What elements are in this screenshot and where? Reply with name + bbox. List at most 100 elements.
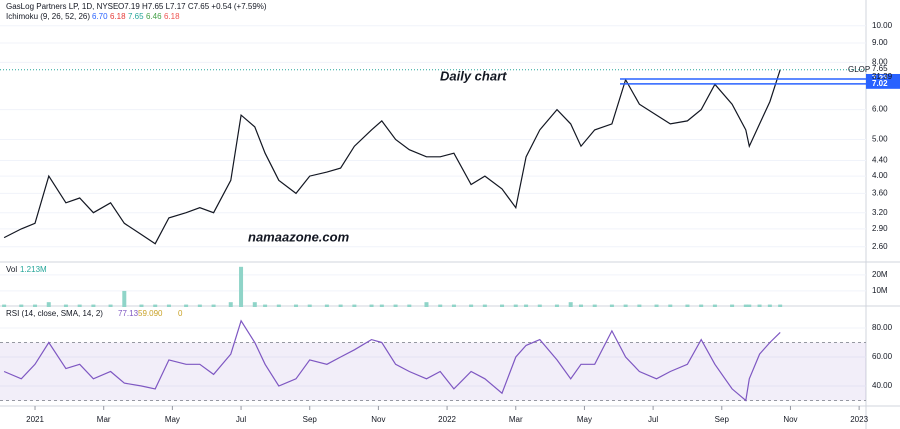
indicator-value: 6.18 (164, 12, 180, 21)
y-tick-label: 60.00 (872, 352, 893, 361)
volume-bar (228, 302, 233, 307)
volume-bar (438, 304, 443, 307)
indicator-value: 7.65 (128, 12, 144, 21)
last-price-label: 7.65 (872, 64, 888, 73)
volume-bar (252, 302, 257, 307)
y-tick-label: 2.90 (872, 224, 888, 233)
volume-bar (654, 304, 659, 307)
volume-title: Vol (6, 265, 17, 274)
volume-bar (379, 304, 384, 307)
volume-bar (637, 304, 642, 307)
y-tick-label: 4.40 (872, 156, 888, 165)
x-tick-label: Sep (715, 415, 730, 424)
volume-bar (685, 304, 690, 307)
volume-bar (63, 304, 68, 307)
volume-bar (554, 304, 559, 307)
volume-bar (767, 304, 772, 307)
volume-bar (482, 304, 487, 307)
chart-title: GasLog Partners LP, 1D, NYSE (6, 2, 118, 11)
volume-bar (743, 304, 748, 307)
volume-bar (122, 290, 127, 307)
x-tick-label: May (165, 415, 180, 424)
indicator-value: 0 (178, 309, 183, 318)
x-tick-label: 2021 (26, 415, 44, 424)
volume-bar (407, 304, 412, 307)
price-line (3, 69, 781, 245)
price-tag-label: 7.23 (872, 74, 888, 83)
x-tick-label: Nov (783, 415, 797, 424)
volume-bar (668, 304, 673, 307)
indicator-value: 6.70 (92, 12, 108, 21)
indicator-value: 6.18 (110, 12, 126, 21)
volume-bar (699, 304, 704, 307)
volume-bar (307, 304, 312, 307)
volume-bar (276, 304, 281, 307)
indicator-value: 6.46 (146, 12, 162, 21)
y-tick-label: 10M (872, 286, 888, 295)
rsi-title: RSI (14, close, SMA, 14, 2) (6, 309, 103, 318)
volume-bar (592, 304, 597, 307)
indicator-value: 59.09 (138, 309, 159, 318)
countdown: 31:39 (872, 72, 893, 81)
volume-bar (747, 304, 752, 307)
volume-bar (524, 304, 529, 307)
volume-bar (730, 304, 735, 307)
y-tick-label: 3.60 (872, 189, 888, 198)
y-tick-label: 10.00 (872, 21, 893, 30)
volume-bar (712, 304, 717, 307)
y-tick-label: 3.20 (872, 208, 888, 217)
annotation: Daily chart (440, 68, 507, 83)
volume-bar (469, 304, 474, 307)
x-tick-label: Mar (97, 415, 111, 424)
volume-bar (578, 304, 583, 307)
volume-bar (352, 304, 357, 307)
volume-bar (77, 304, 82, 307)
volume-bar (263, 304, 268, 307)
ohlc-values: O7.19 H7.65 L7.17 C7.65 +0.54 (+7.59%) (118, 2, 267, 11)
price-tag-label: 7.02 (872, 79, 888, 88)
volume-bar (108, 304, 113, 307)
volume-bar (139, 304, 144, 307)
y-tick-label: 5.00 (872, 135, 888, 144)
volume-bar (197, 304, 202, 307)
volume-bar (184, 304, 189, 307)
volume-bar (424, 302, 429, 307)
volume-bar (338, 304, 343, 307)
rsi-band (0, 342, 866, 401)
y-tick-label: 40.00 (872, 381, 893, 390)
x-tick-label: Nov (371, 415, 385, 424)
x-tick-label: 2022 (438, 415, 456, 424)
indicator-label: Ichimoku (9, 26, 52, 26) (6, 12, 90, 21)
y-tick-label: 2.60 (872, 242, 888, 251)
y-tick-label: 80.00 (872, 323, 893, 332)
indicator-value: 77.13 (118, 309, 139, 318)
y-tick-label: 9.00 (872, 38, 888, 47)
volume-bar (451, 304, 456, 307)
volume-value: 1.213M (20, 265, 47, 274)
x-tick-label: Sep (303, 415, 318, 424)
volume-bar (778, 304, 783, 307)
price-line (3, 319, 781, 402)
volume-bar (609, 304, 614, 307)
volume-bar (623, 304, 628, 307)
price-tag (866, 78, 900, 89)
volume-bar (211, 304, 216, 307)
volume-bar (324, 304, 329, 307)
volume-bar (91, 304, 96, 307)
volume-bar (500, 304, 505, 307)
volume-bar (757, 304, 762, 307)
x-tick-label: May (577, 415, 592, 424)
x-tick-label: Jul (236, 415, 246, 424)
y-tick-label: 20M (872, 270, 888, 279)
volume-bar (153, 304, 158, 307)
volume-bar (513, 304, 518, 307)
volume-bar (33, 304, 38, 307)
x-tick-label: Jul (648, 415, 658, 424)
volume-bar (293, 304, 298, 307)
volume-bar (166, 304, 171, 307)
x-tick-label: 2023 (850, 415, 868, 424)
volume-bar (2, 304, 7, 307)
symbol-label: GLOP (848, 65, 870, 74)
